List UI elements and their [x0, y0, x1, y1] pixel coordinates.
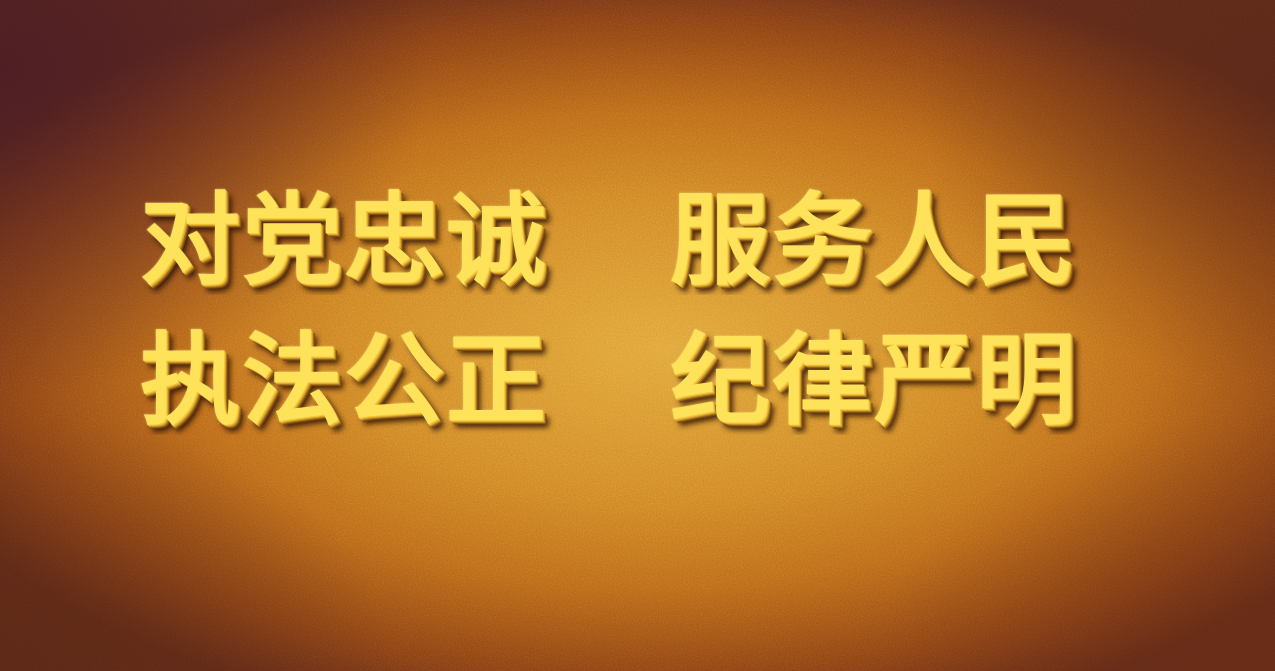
motto-phrase-serve-people: 服务人民	[670, 185, 1078, 295]
motto-phrase-strict-discipline: 纪律严明	[670, 325, 1078, 435]
motto-phrase-loyalty: 对党忠诚	[140, 185, 548, 295]
motto-phrase-fair-law: 执法公正	[140, 325, 548, 435]
motto-line-2: 执法公正 纪律严明	[140, 325, 1120, 435]
motto-line-1: 对党忠诚 服务人民	[140, 185, 1120, 295]
